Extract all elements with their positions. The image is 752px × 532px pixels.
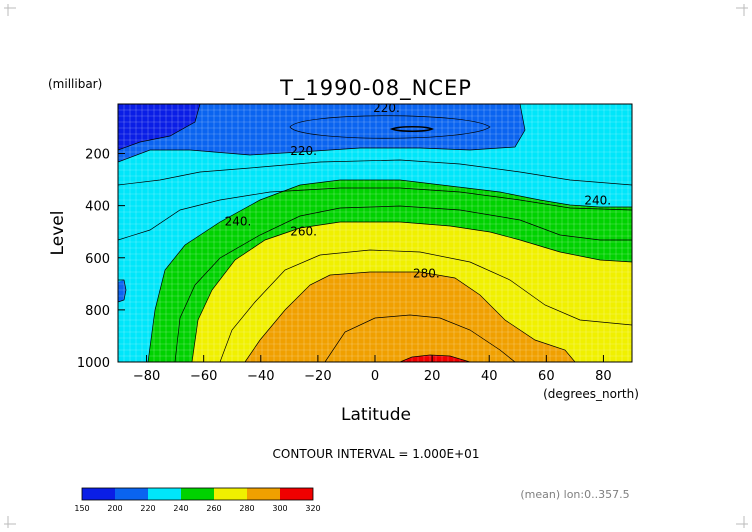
corner-mark-top-left [4,4,16,16]
contour-line-left-edge [118,279,127,303]
x-tick-label: −60 [190,369,217,384]
legend-level-label: 320 [305,504,320,513]
x-tick-label: −80 [133,369,160,384]
contour-line-260 [191,221,632,362]
y-tick-label: 800 [85,304,110,319]
contour-line-270 [219,249,632,362]
contour-label: 220. [290,144,317,158]
legend-frame [81,487,314,501]
x-tick-label: 40 [481,369,498,384]
contour-label: 280. [413,266,440,280]
chart-title: T_1990-08_NCEP [279,76,472,101]
contour-line-230-upper [118,159,632,186]
band-below-200 [118,104,200,150]
y-tick-label: 400 [85,200,110,215]
y-tick-label: 1000 [77,356,110,371]
contour-label: 240. [584,193,611,207]
legend-swatch [181,488,214,500]
contour-line-200 [118,104,201,151]
contour-label: 260. [290,225,317,239]
contour-line-220-top [289,115,491,139]
color-legend: 150 200 220 240 260 280 300 320 [74,487,321,513]
corner-mark-bottom-left [4,516,16,528]
band-left-edge-patch [118,280,126,302]
plot-area: 220. 220. 240. 240. 260. 280. [118,101,632,362]
x-tick-label: 0 [371,369,379,384]
band-200-220 [118,104,525,162]
contour-lines [118,104,632,362]
legend-swatch [280,488,313,500]
x-tick-label: 80 [595,369,612,384]
y-axis: 1000 800 600 400 200 [77,148,125,371]
legend-level-label: 260 [206,504,221,513]
y-units-label: (millibar) [48,77,102,91]
contour-line-240 [147,179,632,362]
legend-swatch [115,488,148,500]
x-tick-label: 60 [538,369,555,384]
contour-interval-note: CONTOUR INTERVAL = 1.000E+01 [273,447,480,461]
x-units-label: (degrees_north) [543,387,639,401]
contour-line-300 [399,354,471,362]
contour-line-230-mid [118,187,632,241]
contour-label: 220. [373,101,400,115]
contour-labels: 220. 220. 240. 240. 260. 280. [225,101,612,280]
contour-line-290 [324,314,516,362]
legend-swatch [148,488,181,500]
x-tick-label: −40 [247,369,274,384]
contour-line-220 [118,104,526,163]
corner-mark-top-right [736,4,748,16]
legend-swatch [247,488,280,500]
legend-level-label: 300 [272,504,287,513]
x-tick-label: −20 [304,369,331,384]
legend-level-label: 220 [140,504,155,513]
legend-level-label: 280 [239,504,254,513]
y-axis-title: Level [48,211,68,256]
x-axis-title: Latitude [341,405,411,425]
legend-swatch [214,488,247,500]
y-tick-label: 200 [85,148,110,163]
x-tick-label: 20 [424,369,441,384]
footer-note: (mean) lon:0..357.5 [520,488,629,501]
contour-label: 240. [225,214,252,228]
corner-marks [4,4,748,528]
legend-level-label: 200 [107,504,122,513]
contour-line-210 [389,125,435,133]
legend-swatch [82,488,115,500]
x-axis: −80 −60 −40 −20 0 20 40 60 80 [133,355,612,384]
legend-level-label: 150 [74,504,89,513]
y-tick-label: 600 [85,252,110,267]
legend-level-label: 240 [173,504,188,513]
corner-mark-bottom-right [736,516,748,528]
contour-line-250 [174,205,632,362]
contour-line-280 [244,271,576,362]
band-280-300 [245,272,575,362]
